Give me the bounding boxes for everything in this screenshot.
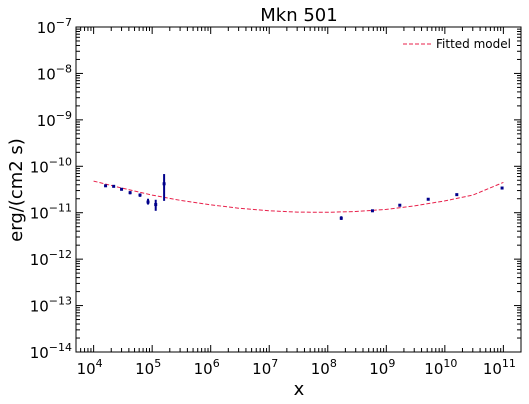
x-tick-label: 1011 [483,357,516,378]
data-point [162,174,166,201]
x-tick-label: 106 [194,357,220,378]
data-point [120,187,124,191]
point-marker [154,203,158,207]
point-marker [120,187,124,191]
y-tick-label: 10−13 [30,295,72,316]
y-tick-label: 10−10 [30,155,72,176]
plot-frame [75,26,522,353]
data-point [426,197,430,201]
data-point [146,198,150,205]
plot-area [75,26,522,353]
point-marker [426,197,430,201]
y-tick-label: 10−14 [30,341,72,362]
y-tick-label: 10−11 [30,202,72,223]
data-point [138,193,142,197]
data-point [500,186,504,190]
point-marker [370,209,374,213]
point-marker [455,193,459,197]
y-tick-label: 10−12 [30,248,72,269]
point-marker [398,203,402,207]
data-points-layer [104,174,504,220]
data-point [154,199,158,211]
y-axis: 10−7 10−8 10−9 10−10 10−11 10−12 10−13 10−14 [30,16,521,362]
point-marker [339,216,343,220]
data-point [112,184,116,188]
x-axis-title: x [294,379,305,400]
x-axis: 104 105 106 107 108 109 1010 1011 [75,27,522,378]
x-tick-label: 109 [369,357,395,378]
point-marker [146,200,150,204]
x-tick-label: 104 [77,357,103,378]
legend: Fitted model [403,37,511,51]
data-point [398,203,402,207]
x-tick-label: 107 [252,357,278,378]
point-marker [138,193,142,197]
x-tick-label: 105 [135,357,161,378]
point-marker [162,182,166,186]
data-point [128,191,132,195]
data-point [104,184,108,188]
x-tick-label: 108 [311,357,337,378]
legend-label-fitted-model: Fitted model [436,37,511,51]
data-point [370,209,374,213]
fitted-model-line [93,180,504,213]
chart-title: Mkn 501 [260,5,337,26]
fitted-model-layer [93,180,504,213]
y-tick-label: 10−8 [37,62,72,83]
y-axis-title: erg/(cm2 s) [6,138,27,242]
y-tick-label: 10−9 [37,109,72,130]
x-tick-label: 1010 [424,357,457,378]
point-marker [500,186,504,190]
data-point [455,193,459,197]
point-marker [112,184,116,188]
data-point [339,216,343,220]
point-marker [104,184,108,188]
y-tick-label: 10−7 [37,16,72,37]
point-marker [128,191,132,195]
